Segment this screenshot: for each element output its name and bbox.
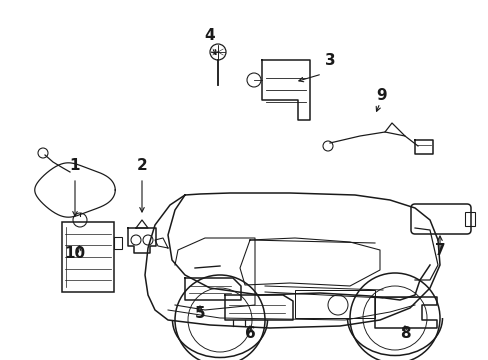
- Text: 2: 2: [136, 158, 147, 173]
- Text: 8: 8: [399, 326, 409, 341]
- Text: 4: 4: [204, 28, 215, 43]
- Text: 9: 9: [376, 88, 386, 103]
- Text: 3: 3: [324, 53, 335, 68]
- Text: 1: 1: [70, 158, 80, 173]
- Bar: [114, 237, 122, 249]
- Bar: [62, 222, 114, 292]
- Text: 5: 5: [194, 306, 205, 321]
- Bar: [294, 290, 374, 318]
- Text: 7: 7: [434, 243, 445, 258]
- Text: 10: 10: [64, 246, 85, 261]
- Bar: [464, 212, 474, 226]
- Text: 6: 6: [244, 326, 255, 341]
